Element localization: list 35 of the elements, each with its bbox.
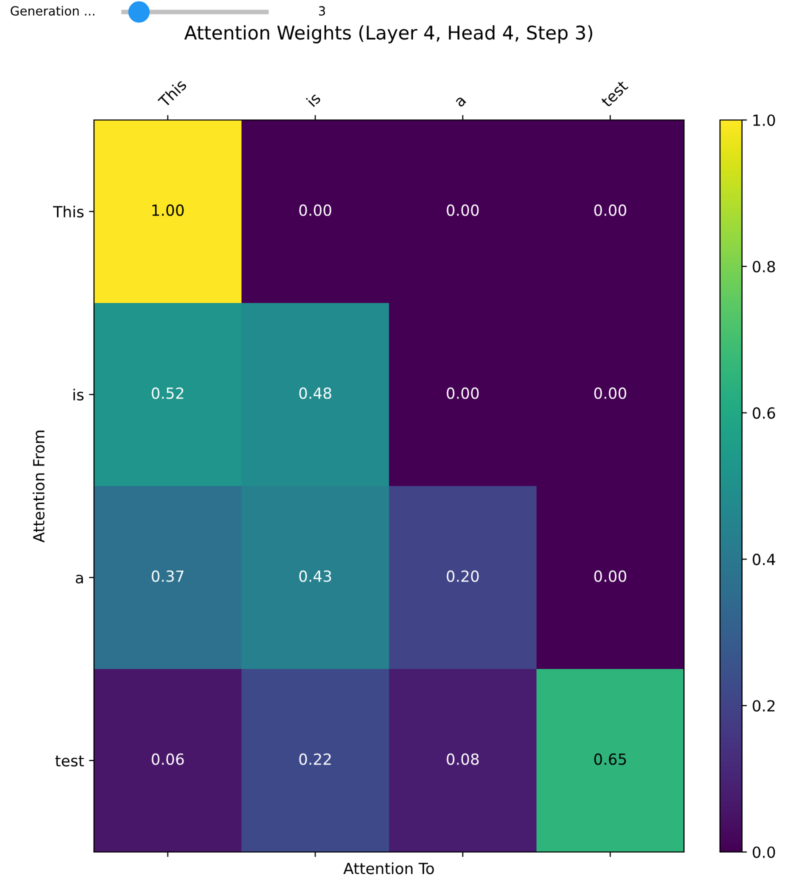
x-tick-label: is: [306, 92, 322, 108]
data-label: 0.52: [152, 387, 184, 399]
color-bar-label: 0.8: [752, 260, 775, 272]
data-label: 0.00: [446, 387, 479, 399]
y-tick-label: is: [74, 388, 84, 401]
data-label: 0.00: [594, 387, 626, 399]
chart-title: Attention Weights (Layer 4, Head 4, Step 3): [184, 25, 592, 44]
y-axis-title: Attention From: [32, 430, 45, 542]
color-bar-label: 0.2: [752, 700, 774, 712]
data-label: 0.48: [299, 387, 332, 399]
data-label: 0.43: [299, 570, 332, 582]
data-label: 1.00: [152, 204, 184, 216]
text: 3: [318, 6, 325, 16]
data-label: 0.06: [152, 753, 184, 765]
y-tick-label: This: [53, 206, 84, 218]
data-label: 0.00: [446, 204, 479, 216]
data-label: 0.65: [594, 753, 626, 765]
x-tick-label: a: [455, 96, 466, 108]
y-tick-label: test: [55, 756, 84, 767]
data-label: 0.00: [299, 204, 332, 216]
x-axis-title: Attention To: [343, 862, 434, 874]
data-label: 0.22: [299, 753, 331, 765]
data-label: 0.20: [446, 570, 479, 582]
color-bar-label: 1.0: [753, 114, 776, 126]
color-bar-label: 0.6: [752, 407, 776, 419]
x-tick-label: test: [600, 80, 629, 108]
color-bar-label: 0.4: [752, 554, 776, 566]
color-bar-label: 0.0: [752, 846, 776, 858]
data-label: 0.37: [152, 570, 184, 582]
data-label: 0.00: [594, 570, 626, 582]
y-tick-label: a: [76, 574, 83, 584]
data-label: 0.08: [446, 753, 479, 765]
x-tick-label: This: [157, 78, 188, 108]
text: Generation ...: [10, 6, 94, 16]
data-label: 0.00: [594, 204, 626, 216]
